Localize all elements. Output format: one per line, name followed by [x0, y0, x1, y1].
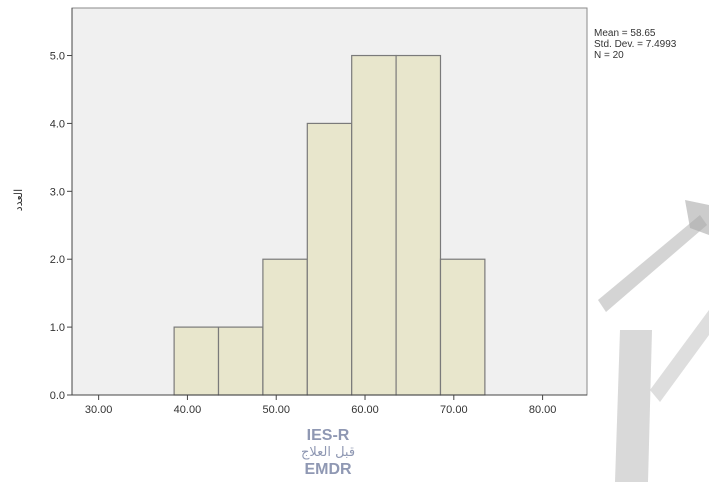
- x-axis-ticks: 30.00 40.00 50.00 60.00 70.00 80.00: [85, 395, 556, 416]
- x-tick-label: 30.00: [85, 404, 113, 416]
- x-axis-label-line-1: IES-R: [307, 427, 350, 444]
- histogram-bar-4: [306, 122, 353, 396]
- stat-n: N = 20: [594, 50, 624, 61]
- x-tick-label: 60.00: [351, 404, 379, 416]
- axes: [71, 8, 587, 396]
- y-tick-label: 4.0: [50, 118, 65, 130]
- histogram-bar-6: [395, 54, 442, 396]
- x-axis-label-line-3: EMDR: [304, 461, 352, 478]
- histogram-bar-7: [439, 258, 486, 396]
- x-axis-label-line-2: قبل العلاج: [301, 445, 355, 460]
- y-tick-label: 2.0: [50, 254, 65, 266]
- y-tick-label: 5.0: [50, 51, 65, 63]
- x-axis-label: IES-R قبل العلاج EMDR: [301, 427, 355, 478]
- histogram-bars: [173, 54, 486, 396]
- x-tick-label: 40.00: [174, 404, 202, 416]
- y-tick-label: 1.0: [50, 322, 65, 334]
- x-tick-label: 80.00: [529, 404, 557, 416]
- histogram-bar-1: [173, 326, 220, 396]
- histogram-bar-2: [217, 326, 264, 396]
- x-tick-label: 70.00: [440, 404, 468, 416]
- x-tick-label: 50.00: [262, 404, 290, 416]
- stat-std-dev: Std. Dev. = 7.4993: [594, 39, 677, 50]
- y-axis-ticks: 0.0 1.0 2.0 3.0 4.0 5.0: [50, 51, 72, 402]
- stats-box: Mean = 58.65 Std. Dev. = 7.4993 N = 20: [594, 28, 677, 61]
- y-tick-label: 3.0: [50, 186, 65, 198]
- histogram-bar-3: [262, 258, 308, 396]
- y-tick-label: 0.0: [50, 390, 65, 402]
- histogram-bar-5: [351, 54, 397, 396]
- watermark-graphic: [598, 200, 709, 482]
- y-axis-label: العدد: [12, 189, 25, 211]
- stat-mean: Mean = 58.65: [594, 28, 656, 39]
